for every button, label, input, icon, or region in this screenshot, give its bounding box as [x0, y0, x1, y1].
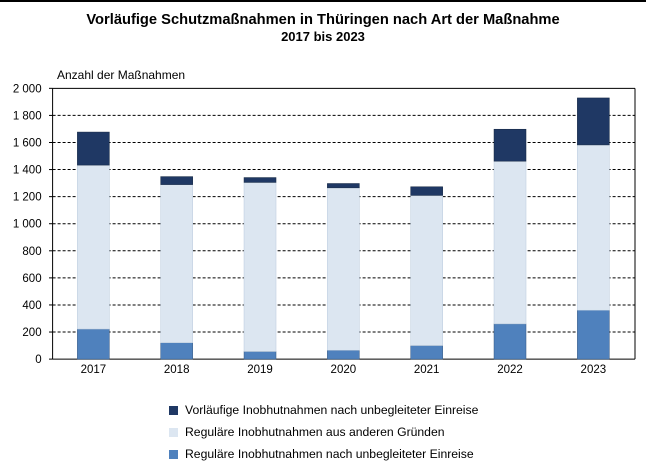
- svg-text:600: 600: [22, 273, 41, 285]
- svg-text:2017: 2017: [81, 364, 107, 376]
- svg-text:2020: 2020: [331, 364, 357, 376]
- svg-text:2 000: 2 000: [13, 83, 42, 95]
- svg-text:2023: 2023: [581, 364, 607, 376]
- svg-text:1 000: 1 000: [13, 219, 42, 231]
- svg-text:2021: 2021: [414, 364, 440, 376]
- svg-text:0: 0: [35, 354, 41, 366]
- svg-text:400: 400: [22, 300, 41, 312]
- svg-text:1 400: 1 400: [13, 165, 42, 177]
- svg-text:800: 800: [22, 246, 41, 258]
- svg-text:2018: 2018: [164, 364, 190, 376]
- svg-text:1 600: 1 600: [13, 137, 42, 149]
- svg-text:1 200: 1 200: [13, 192, 42, 204]
- svg-text:200: 200: [22, 327, 41, 339]
- svg-text:2022: 2022: [497, 364, 523, 376]
- svg-text:2019: 2019: [247, 364, 273, 376]
- svg-text:1 800: 1 800: [13, 110, 42, 122]
